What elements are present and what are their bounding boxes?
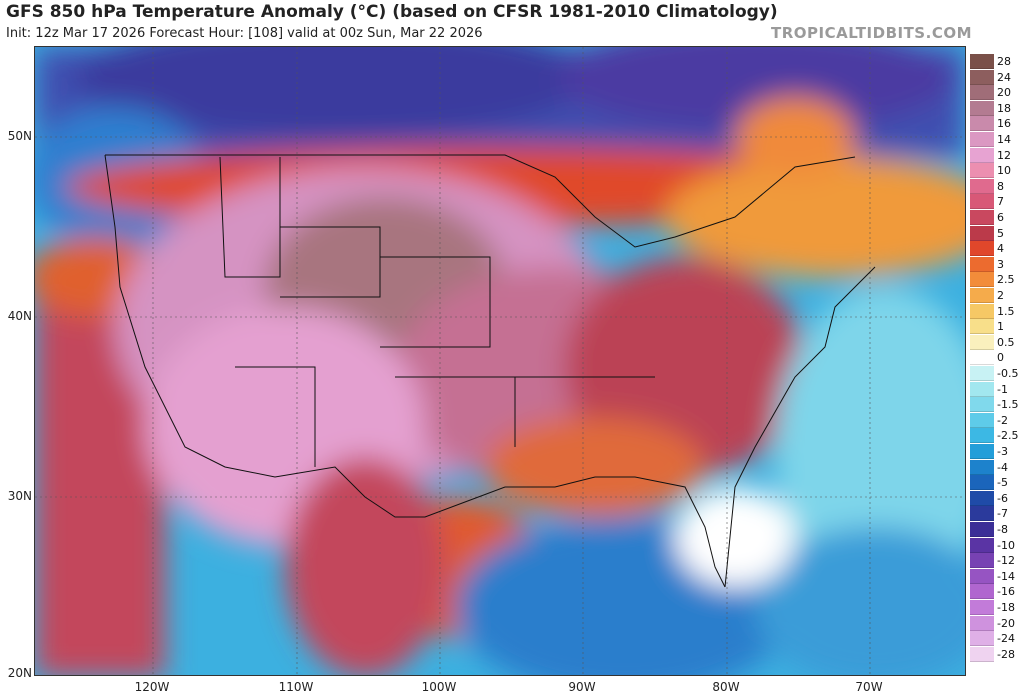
latitude-label: 40N xyxy=(7,309,32,323)
colorbar-label: -7 xyxy=(997,507,1008,521)
colorbar-label: 5 xyxy=(997,226,1004,240)
colorbar-swatch xyxy=(970,381,994,397)
colorbar-swatch xyxy=(970,85,994,101)
longitude-label: 70W xyxy=(855,680,883,694)
colorbar-label: 4 xyxy=(997,242,1004,256)
colorbar-label: 28 xyxy=(997,55,1011,68)
colorbar-swatch xyxy=(970,350,994,366)
colorbar-label: -4 xyxy=(997,460,1008,474)
map-subtitle: Init: 12z Mar 17 2026 Forecast Hour: [10… xyxy=(6,26,483,41)
colorbar-swatch xyxy=(970,241,994,257)
colorbar-label: -14 xyxy=(997,569,1015,583)
colorbar-label: -24 xyxy=(997,632,1015,646)
colorbar-swatch xyxy=(970,194,994,210)
latitude-label: 20N xyxy=(7,666,32,680)
colorbar-swatch xyxy=(970,334,994,350)
colorbar-label: -2.5 xyxy=(997,429,1019,443)
colorbar-swatch xyxy=(970,272,994,288)
colorbar-swatch xyxy=(970,319,994,335)
colorbar-label: 6 xyxy=(997,211,1004,224)
colorbar-label: 1 xyxy=(997,320,1004,334)
longitude-label: 100W xyxy=(421,680,457,694)
colorbar-legend: 28 24 20 18 16 14 12 10 8 7 6 5 4 3 2.5 2 1.5 1 0.5 0 -0.5 -1… xyxy=(968,46,1024,676)
longitude-label: 90W xyxy=(568,680,596,694)
colorbar-label: 12 xyxy=(997,148,1011,162)
colorbar-label: -12 xyxy=(997,554,1015,568)
colorbar-swatch xyxy=(970,397,994,413)
colorbar-swatch xyxy=(970,100,994,116)
longitude-label: 120W xyxy=(134,680,170,694)
colorbar-swatch xyxy=(970,54,994,69)
colorbar-swatch xyxy=(970,490,994,506)
colorbar-swatch xyxy=(970,256,994,272)
colorbar-swatch xyxy=(970,522,994,537)
temperature-anomaly-map xyxy=(34,46,966,676)
colorbar-swatch xyxy=(970,584,994,600)
colorbar-swatch xyxy=(970,568,994,584)
colorbar-label: -1.5 xyxy=(997,398,1019,412)
colorbar-label: 14 xyxy=(997,133,1011,146)
latitude-label: 50N xyxy=(7,129,32,143)
colorbar-swatch xyxy=(970,303,994,319)
colorbar-swatch xyxy=(970,459,994,475)
colorbar-swatch xyxy=(970,631,994,647)
colorbar-label: -10 xyxy=(997,538,1015,552)
colorbar-label: 18 xyxy=(997,101,1011,115)
colorbar-label: 1.5 xyxy=(997,304,1015,318)
colorbar-swatch xyxy=(970,178,994,194)
site-watermark: TROPICALTIDBITS.COM xyxy=(771,24,972,42)
colorbar-label: 20 xyxy=(997,86,1011,100)
colorbar-label: 8 xyxy=(997,179,1004,193)
colorbar-swatch xyxy=(970,475,994,491)
colorbar-label: -18 xyxy=(997,601,1015,614)
colorbar-swatch xyxy=(970,225,994,241)
graticule xyxy=(35,47,965,675)
colorbar-swatch xyxy=(970,366,994,381)
colorbar-swatch xyxy=(970,428,994,444)
colorbar-swatch xyxy=(970,412,994,428)
colorbar-label: -3 xyxy=(997,445,1008,458)
longitude-label: 110W xyxy=(278,680,314,694)
colorbar-label: -6 xyxy=(997,491,1008,505)
colorbar-swatch xyxy=(970,506,994,522)
colorbar-swatch xyxy=(970,537,994,553)
colorbar-swatch xyxy=(970,69,994,85)
colorbar-label: -16 xyxy=(997,585,1015,599)
colorbar-label: 16 xyxy=(997,117,1011,131)
colorbar-swatch xyxy=(970,210,994,225)
colorbar-swatch xyxy=(970,444,994,459)
colorbar-label: 7 xyxy=(997,195,1004,209)
colorbar-label: 2 xyxy=(997,289,1004,302)
colorbar-label: 0.5 xyxy=(997,335,1015,349)
colorbar-swatch xyxy=(970,116,994,132)
colorbar-label: -5 xyxy=(997,476,1008,490)
colorbar-label: -20 xyxy=(997,616,1015,630)
map-title: GFS 850 hPa Temperature Anomaly (°C) (ba… xyxy=(6,2,778,22)
colorbar-swatch xyxy=(970,147,994,163)
colorbar-label: 10 xyxy=(997,164,1011,178)
colorbar-swatch xyxy=(970,132,994,147)
colorbar-label: -2 xyxy=(997,413,1008,427)
colorbar-swatch xyxy=(970,600,994,615)
colorbar-swatch xyxy=(970,288,994,303)
colorbar-label: -0.5 xyxy=(997,367,1019,380)
colorbar-label: -8 xyxy=(997,523,1008,536)
colorbar-swatch xyxy=(970,553,994,569)
political-boundaries xyxy=(104,154,876,588)
colorbar-label: 24 xyxy=(997,70,1011,84)
colorbar-swatch xyxy=(970,646,994,662)
longitude-label: 80W xyxy=(712,680,740,694)
latitude-label: 30N xyxy=(7,489,32,503)
colorbar-swatch xyxy=(970,163,994,179)
colorbar-label: 3 xyxy=(997,257,1004,271)
colorbar-label: -1 xyxy=(997,382,1008,396)
colorbar-swatch xyxy=(970,615,994,631)
colorbar-label: 2.5 xyxy=(997,273,1015,287)
colorbar-label: -28 xyxy=(997,647,1015,661)
colorbar-label: 0 xyxy=(997,351,1004,365)
